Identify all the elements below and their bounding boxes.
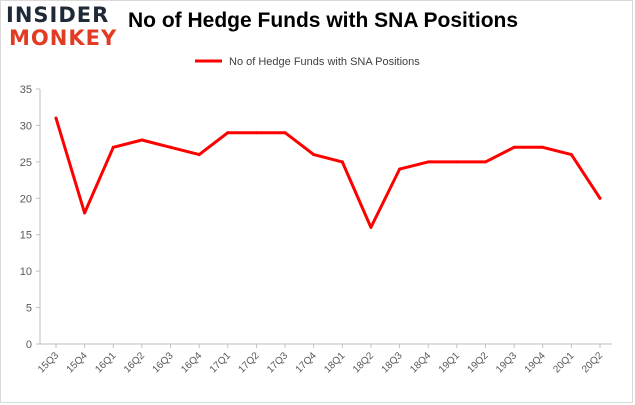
y-tick-label: 35: [20, 84, 32, 96]
x-tick-label: 15Q4: [65, 350, 90, 375]
data-point: [369, 225, 373, 229]
y-tick-label: 15: [20, 230, 32, 242]
x-tick-label: 17Q4: [294, 350, 319, 375]
data-point: [426, 160, 430, 164]
data-point: [569, 153, 573, 157]
x-tick-label: 17Q3: [265, 350, 290, 375]
insider-monkey-logo: INSIDER MONKEY: [6, 3, 116, 51]
x-tick-label: 19Q2: [466, 350, 491, 375]
logo-line-1: INSIDER: [6, 3, 110, 27]
x-tick-label: 19Q3: [494, 350, 519, 375]
data-point: [483, 160, 487, 164]
logo-line-2: MONKEY: [9, 26, 118, 50]
x-tick-label: 15Q3: [36, 350, 61, 375]
x-tick-label: 20Q1: [551, 350, 576, 375]
data-point: [455, 160, 459, 164]
x-tick-label: 18Q1: [322, 350, 347, 375]
data-point: [169, 145, 173, 149]
x-tick-label: 17Q2: [236, 350, 261, 375]
x-tick-label: 16Q3: [151, 350, 176, 375]
data-point: [254, 131, 258, 135]
chart-title: No of Hedge Funds with SNA Positions: [128, 9, 519, 32]
x-tick-label: 16Q1: [93, 350, 118, 375]
data-point: [541, 145, 545, 149]
y-tick-label: 5: [26, 303, 32, 315]
series-line: [54, 116, 602, 229]
data-point: [312, 153, 316, 157]
data-point: [283, 131, 287, 135]
y-tick-label: 0: [26, 339, 32, 351]
data-point: [54, 116, 58, 120]
data-point: [140, 138, 144, 142]
data-point: [226, 131, 230, 135]
data-point: [197, 153, 201, 157]
y-tick-label: 25: [20, 157, 32, 169]
data-point: [83, 211, 87, 215]
x-tick-label: 19Q4: [523, 350, 548, 375]
y-tick-label: 30: [20, 120, 32, 132]
x-tick-label: 18Q4: [408, 350, 433, 375]
data-point: [398, 167, 402, 171]
x-tick-label: 17Q1: [208, 350, 233, 375]
data-point: [340, 160, 344, 164]
x-tick-label: 19Q1: [437, 350, 462, 375]
x-tick-label: 16Q2: [122, 350, 147, 375]
y-tick-label: 20: [20, 193, 32, 205]
x-tick-label: 20Q2: [580, 350, 605, 375]
data-point: [512, 145, 516, 149]
x-tick-label: 18Q3: [380, 350, 405, 375]
data-point: [598, 196, 602, 200]
y-tick-label: 10: [20, 266, 32, 278]
legend-label: No of Hedge Funds with SNA Positions: [229, 56, 420, 68]
x-tick-label: 18Q2: [351, 350, 376, 375]
x-tick-label: 16Q4: [179, 350, 204, 375]
data-point: [111, 145, 115, 149]
